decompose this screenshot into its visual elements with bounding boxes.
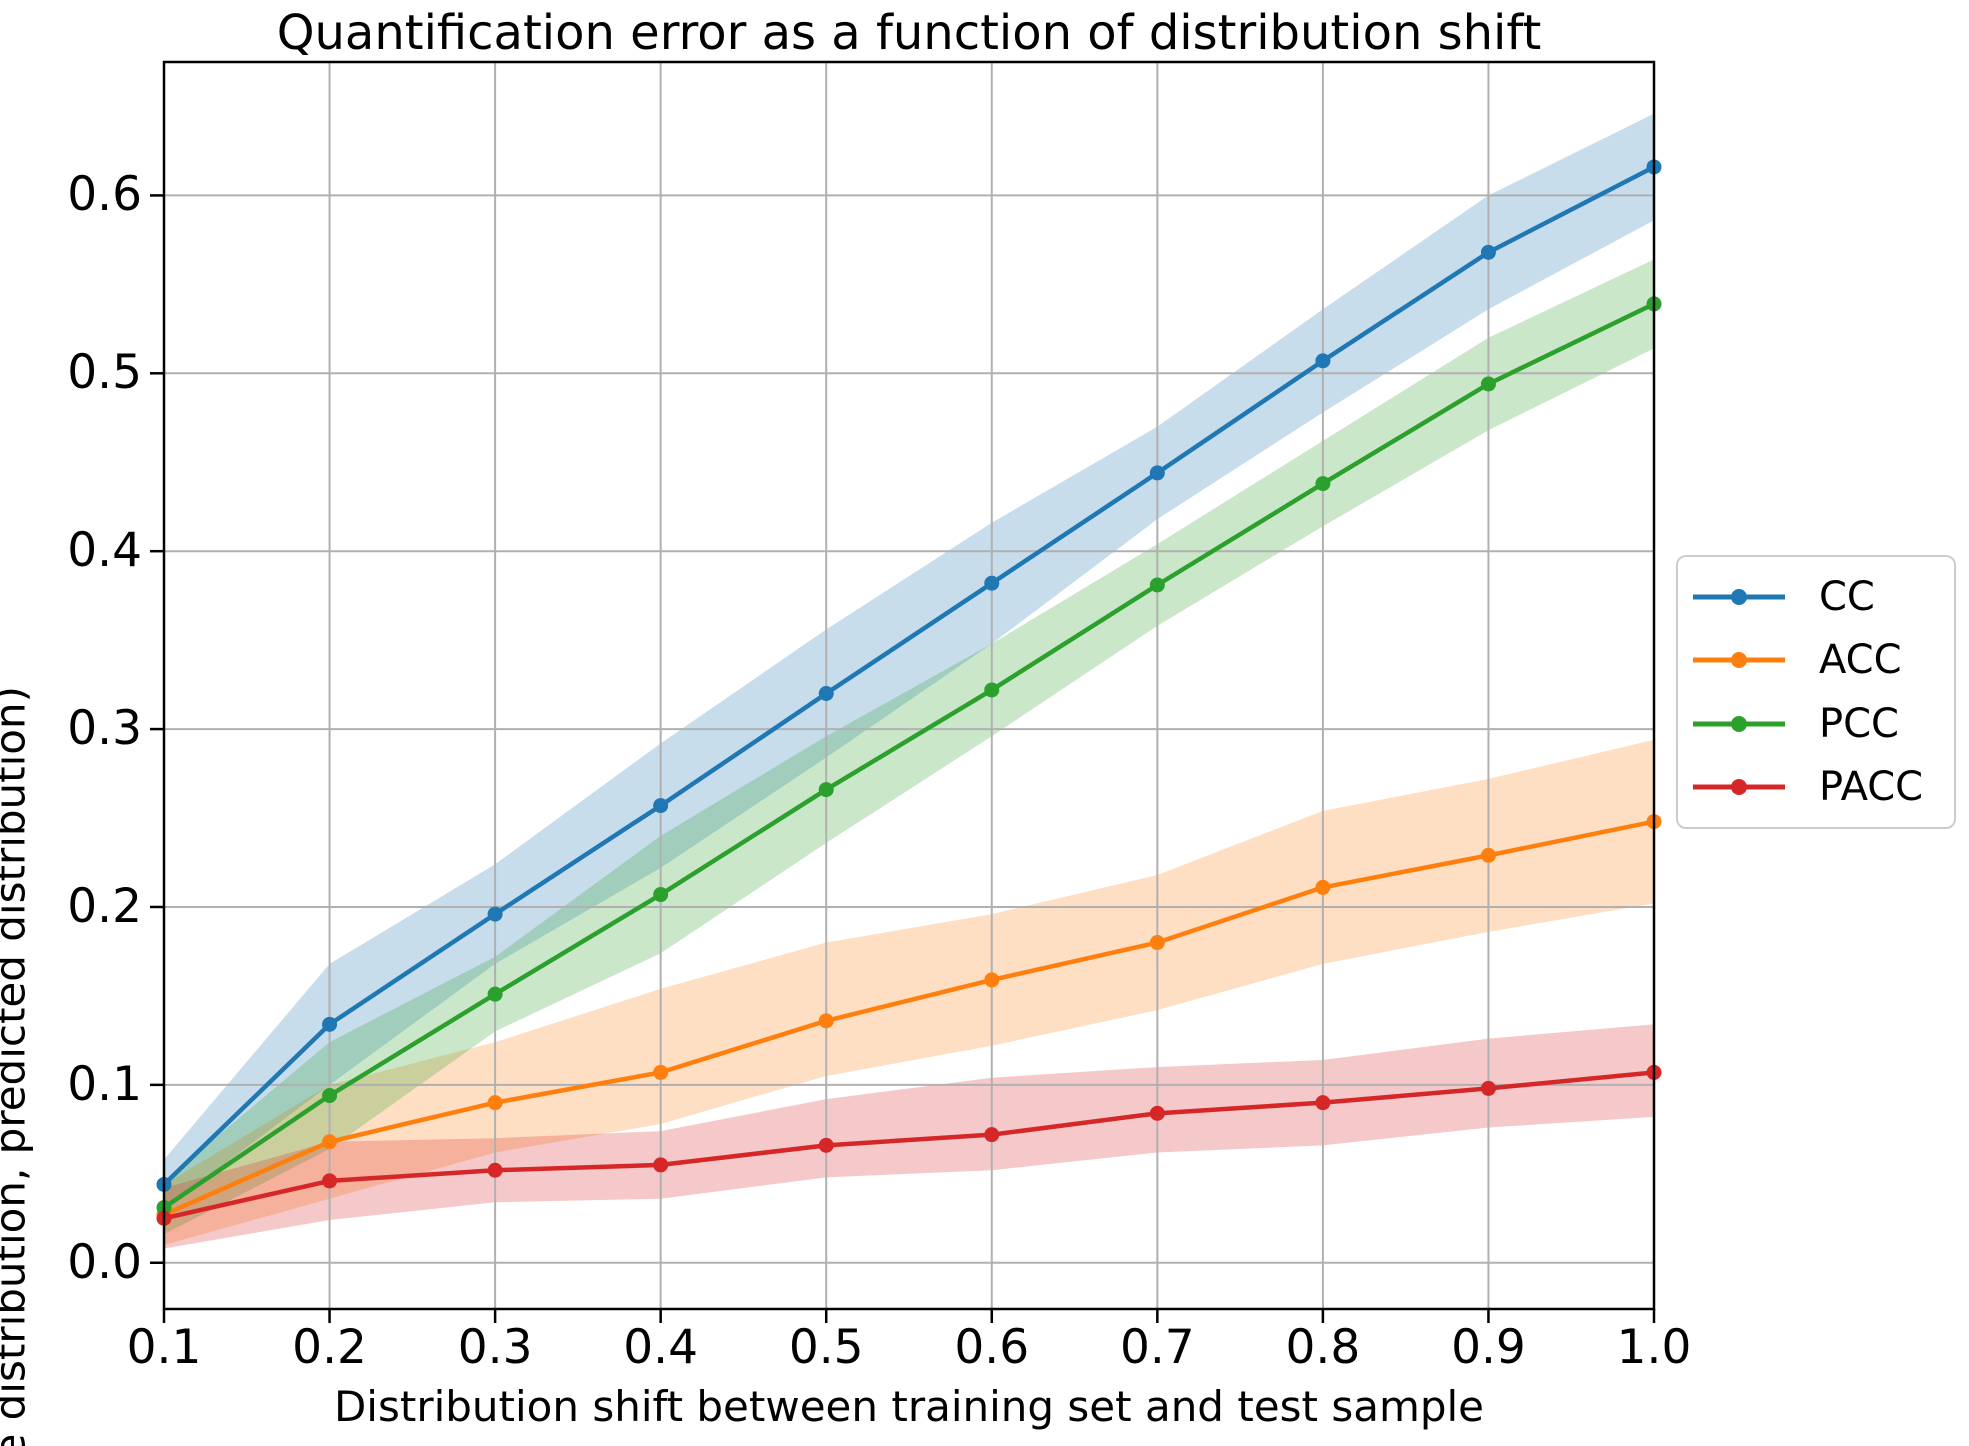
y-tick-label: 0.4 — [67, 523, 142, 579]
series-line-pacc — [161, 1070, 1657, 1221]
legend-item-cc: CC — [1678, 568, 1954, 626]
data-point-pacc — [487, 1162, 503, 1178]
data-point-pacc — [818, 1137, 834, 1153]
data-point-pcc — [984, 682, 1000, 698]
legend-line-marker-acc — [1693, 652, 1785, 669]
legend-item-pcc: PCC — [1678, 695, 1954, 753]
x-axis-label: Distribution shift between training set … — [333, 1382, 1485, 1431]
legend-label: PACC — [1819, 764, 1924, 811]
data-point-pacc — [322, 1173, 338, 1189]
data-point-acc — [322, 1134, 338, 1150]
data-point-cc — [1315, 353, 1331, 369]
data-point-pacc — [1315, 1095, 1331, 1111]
chart-title: Quantification error as a function of di… — [276, 5, 1542, 61]
data-point-cc — [322, 1016, 338, 1032]
data-point-pcc — [653, 887, 669, 903]
data-point-pcc — [487, 986, 503, 1002]
x-tick-label: 0.2 — [292, 1320, 367, 1375]
data-point-cc — [818, 686, 834, 702]
legend-label: ACC — [1819, 637, 1902, 684]
y-tick-label: 0.5 — [67, 345, 142, 401]
data-point-acc — [1480, 847, 1496, 863]
y-tick-label: 0.3 — [67, 701, 142, 757]
data-point-acc — [818, 1013, 834, 1029]
series-line-cc — [161, 164, 1657, 1187]
series-line-acc — [161, 819, 1657, 1217]
data-point-cc — [1149, 465, 1165, 481]
y-tick-label: 0.2 — [67, 878, 142, 934]
x-tick-label: 0.7 — [1119, 1320, 1195, 1375]
data-point-acc — [653, 1064, 669, 1080]
data-point-pcc — [322, 1088, 338, 1104]
data-point-cc — [487, 906, 503, 922]
y-tick-label: 0.6 — [67, 167, 142, 223]
data-point-cc — [984, 575, 1000, 591]
data-point-cc — [1480, 244, 1496, 260]
x-tick-label: 0.4 — [623, 1320, 699, 1375]
confidence-band-acc — [164, 739, 1654, 1245]
data-point-pcc — [818, 782, 834, 798]
legend-item-acc: ACC — [1678, 631, 1954, 689]
x-tick-label: 0.5 — [788, 1320, 864, 1375]
x-tick-label: 0.3 — [457, 1320, 533, 1375]
data-point-pcc — [1315, 476, 1331, 492]
x-tick-label: 0.9 — [1451, 1320, 1526, 1375]
legend-label: CC — [1819, 573, 1875, 620]
confidence-band-pcc — [164, 259, 1654, 1235]
data-point-acc — [984, 972, 1000, 988]
x-tick-label: 0.8 — [1285, 1320, 1361, 1375]
data-point-cc — [653, 798, 669, 814]
y-tick-label: 0.0 — [67, 1234, 142, 1290]
data-point-pacc — [1149, 1105, 1165, 1121]
x-tick-label: 0.1 — [126, 1320, 202, 1375]
data-point-acc — [487, 1095, 503, 1111]
data-point-acc — [1315, 879, 1331, 895]
x-tick-label: 0.6 — [954, 1320, 1030, 1375]
data-point-pacc — [984, 1127, 1000, 1143]
confidence-band-pacc — [164, 1024, 1654, 1249]
data-point-pcc — [1149, 577, 1165, 593]
series-line-pcc — [161, 301, 1657, 1210]
data-point-pacc — [653, 1157, 669, 1173]
legend-line-marker-pacc — [1693, 779, 1785, 796]
legend-line-marker-pcc — [1693, 715, 1785, 732]
legend-line-marker-cc — [1693, 588, 1785, 605]
legend-item-pacc: PACC — [1678, 758, 1954, 816]
x-tick-label: 1.0 — [1616, 1320, 1692, 1375]
data-point-pacc — [1480, 1080, 1496, 1096]
data-point-pcc — [1480, 376, 1496, 392]
legend-label: PCC — [1819, 700, 1899, 747]
data-point-acc — [1149, 935, 1165, 951]
legend: CC ACC PCC PACC — [1676, 555, 1956, 829]
axes-spines — [162, 60, 1656, 1311]
y-tick-label: 0.1 — [67, 1056, 142, 1112]
